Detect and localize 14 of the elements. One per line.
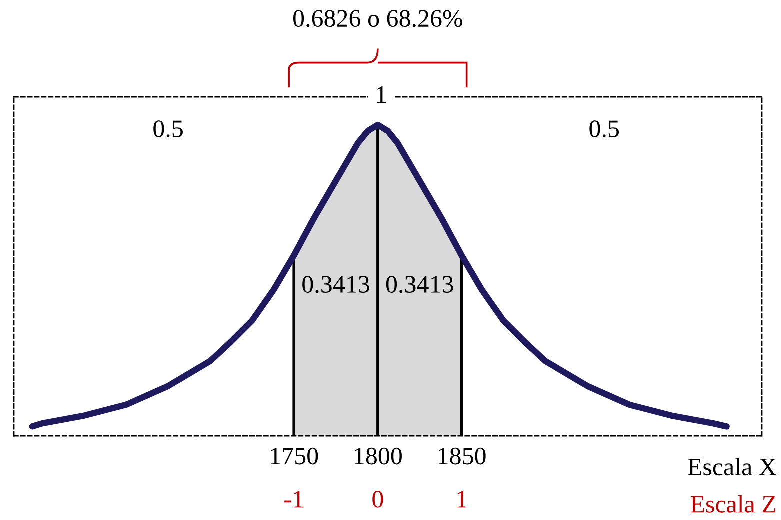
x-axis-title: Escala X [688, 458, 777, 476]
annotation: 0.3413 [386, 276, 454, 294]
x2-axis-title: Escala Z [690, 495, 776, 513]
x2-tick-label: 0 [372, 490, 384, 508]
annotation: 0.5 [154, 120, 183, 138]
x2-tick-label: -1 [284, 491, 303, 508]
annotation: 0.5 [590, 120, 619, 138]
x-tick-label: 1850 [438, 448, 486, 465]
text: 0.6826 o 68.26% [293, 10, 462, 28]
annotation: 0.3413 [302, 276, 370, 294]
text: 1 [377, 86, 386, 104]
x-tick-label: 1800 [355, 448, 402, 465]
x2-tick-label: 1 [458, 491, 467, 508]
x-tick-label: 1750 [271, 448, 318, 465]
